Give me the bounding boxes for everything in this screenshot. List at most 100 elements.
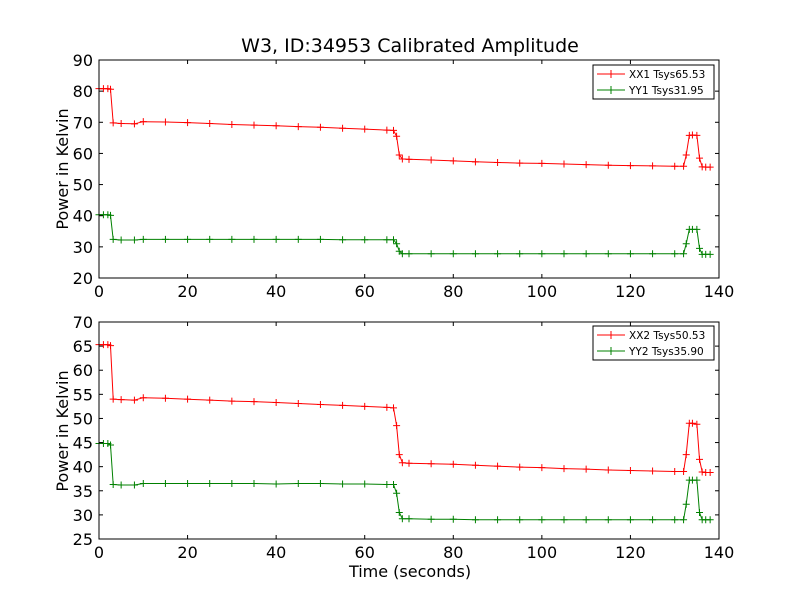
top-x-tick-label: 120 xyxy=(615,282,646,301)
bottom-legend-box xyxy=(592,325,715,361)
bottom-series-0-point xyxy=(671,467,679,475)
bottom-series-1-point xyxy=(228,480,236,488)
bottom-series-1-point xyxy=(361,480,369,488)
top-series-0-point xyxy=(696,154,704,162)
bottom-series-1-point xyxy=(161,480,169,488)
bottom-series-0-point xyxy=(560,465,568,473)
top-series-0-point xyxy=(680,162,688,170)
top-series-0-point xyxy=(250,121,258,129)
bottom-series-1-point xyxy=(117,481,125,489)
top-series-1-point xyxy=(706,250,714,258)
top-x-tick-label: 140 xyxy=(704,282,735,301)
bottom-series-1-point xyxy=(604,516,612,524)
top-series-1-point xyxy=(109,235,117,243)
bottom-series-1-point xyxy=(582,516,590,524)
bottom-series-0-point xyxy=(682,451,690,459)
top-series-0-point xyxy=(139,118,147,126)
top-series-1-point xyxy=(294,235,302,243)
top-chart-title: W3, ID:34953 Calibrated Amplitude xyxy=(241,35,579,57)
top-series-0-point xyxy=(383,126,391,134)
bottom-series-0-point xyxy=(139,394,147,402)
top-series-0-point xyxy=(393,132,401,140)
bottom-series-1-point xyxy=(139,480,147,488)
top-series-0-point xyxy=(405,155,413,163)
bottom-series-0-point xyxy=(250,398,258,406)
top-y-tick-label: 80 xyxy=(73,82,93,101)
top-legend-marker-xx1 xyxy=(607,70,615,78)
top-series-0-point xyxy=(516,159,524,167)
bottom-y-tick-label: 35 xyxy=(73,482,93,501)
top-x-tick-label: 20 xyxy=(177,282,197,301)
bottom-series-1-point xyxy=(471,516,479,524)
bottom-legend-label-xx2: XX2 Tsys50.53 xyxy=(629,330,705,342)
bottom-y-tick-label: 65 xyxy=(73,337,93,356)
top-series-0-point xyxy=(626,162,634,170)
bottom-series-0-point xyxy=(538,464,546,472)
top-plot-frame xyxy=(98,59,720,279)
top-y-tick-label: 70 xyxy=(73,113,93,132)
top-series-1-point xyxy=(390,236,397,244)
top-series-1-point xyxy=(560,250,568,258)
bottom-series-1-point xyxy=(339,480,347,488)
top-series-1-point xyxy=(671,250,679,258)
bottom-series-0-point xyxy=(680,467,688,475)
top-series-0-point xyxy=(117,120,125,128)
bottom-series-1-point xyxy=(395,508,403,516)
top-series-1-point xyxy=(107,211,115,219)
top-plot-area xyxy=(95,85,714,258)
bottom-series-0-point xyxy=(184,395,192,403)
bottom-series-1-point xyxy=(671,516,679,524)
top-series-1-point xyxy=(582,250,590,258)
top-series-1-point xyxy=(117,236,125,244)
top-series-1-point xyxy=(494,250,502,258)
top-series-0-point xyxy=(130,120,138,128)
top-series-1-point xyxy=(184,235,192,243)
bottom-series-0-point xyxy=(130,396,138,404)
bottom-series-0-point xyxy=(471,461,479,469)
bottom-panel: Time (seconds) Power in Kelvin 0 20 40 60 80… xyxy=(53,313,734,581)
bottom-series-1-point xyxy=(706,516,714,524)
bottom-ticks: 0 20 40 60 80 100 120 140 25 30 35 40 45 50 55 60 65 70 xyxy=(73,313,735,562)
top-series-0-point xyxy=(693,131,701,139)
top-series-1-point xyxy=(339,236,347,244)
bottom-y-tick-label: 45 xyxy=(73,434,93,453)
top-series-1-point xyxy=(398,250,406,258)
top-series-1-point xyxy=(228,235,236,243)
bottom-x-tick-label: 120 xyxy=(615,543,646,562)
bottom-series-1-point xyxy=(560,516,568,524)
top-y-tick-label: 40 xyxy=(73,207,93,226)
bottom-legend: XX2 Tsys50.53 YY2 Tsys35.90 xyxy=(592,325,715,361)
bottom-series-0-point xyxy=(449,460,457,468)
bottom-x-tick-label: 140 xyxy=(704,543,735,562)
top-series-0-point xyxy=(161,118,169,126)
top-series-1-point xyxy=(130,236,138,244)
top-series-0-point xyxy=(582,161,590,169)
top-series-0-point xyxy=(471,158,479,166)
top-series-1-point xyxy=(649,250,657,258)
top-series-0-point xyxy=(107,85,115,93)
bottom-series-0-point xyxy=(604,466,612,474)
bottom-y-tick-label: 40 xyxy=(73,458,93,477)
bottom-series-0-point xyxy=(516,463,524,471)
top-series-1-point xyxy=(680,250,688,258)
top-x-tick-label: 80 xyxy=(443,282,463,301)
top-series-0-point xyxy=(184,119,192,127)
bottom-series-0-point xyxy=(405,459,413,467)
top-series-1-point xyxy=(696,244,704,252)
top-series-0-point xyxy=(706,163,714,171)
bottom-series-1-point xyxy=(390,481,397,489)
bottom-series-0-point xyxy=(427,460,435,468)
bottom-series-1-point xyxy=(109,481,117,489)
bottom-series-0-point xyxy=(398,459,406,467)
bottom-y-tick-label: 50 xyxy=(73,409,93,428)
top-series-1-point xyxy=(471,250,479,258)
top-series-0-point xyxy=(390,126,397,134)
bottom-series-0-point xyxy=(696,455,704,463)
top-y-tick-label: 20 xyxy=(73,269,93,288)
top-series-1-point xyxy=(361,236,369,244)
bottom-series-0-point xyxy=(228,397,236,405)
bottom-y-tick-label: 55 xyxy=(73,385,93,404)
bottom-series-1-point xyxy=(682,500,690,508)
top-series-0-point xyxy=(604,161,612,169)
